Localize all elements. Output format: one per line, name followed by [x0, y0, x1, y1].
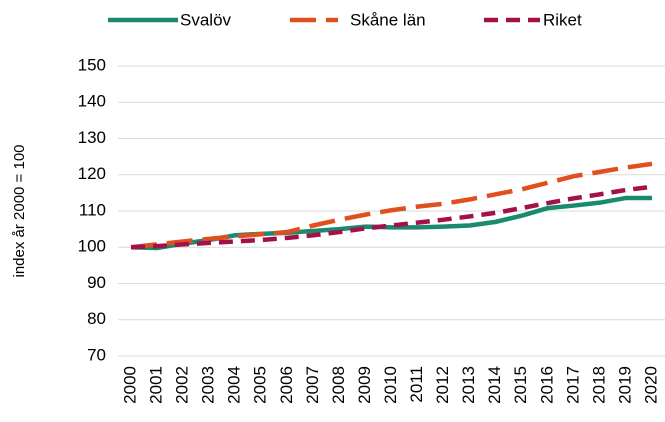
legend-label: Riket	[543, 10, 582, 29]
x-tick-label: 2020	[641, 366, 660, 404]
y-tick-label: 90	[87, 273, 106, 292]
x-tick-label: 2018	[589, 366, 608, 404]
y-tick-label: 100	[78, 237, 106, 256]
x-tick-label: 2013	[459, 366, 478, 404]
x-tick-label: 2012	[433, 366, 452, 404]
y-tick-label: 130	[78, 128, 106, 147]
y-tick-label: 150	[78, 55, 106, 74]
x-tick-label: 2009	[355, 366, 374, 404]
legend-label: Skåne län	[350, 10, 426, 29]
x-tick-label: 2011	[407, 366, 426, 403]
y-tick-label: 120	[78, 164, 106, 183]
legend-label: Svalöv	[180, 10, 232, 29]
x-tick-label: 2001	[147, 366, 166, 404]
x-tick-label: 2016	[537, 366, 556, 404]
series-line	[130, 161, 653, 250]
x-tick-label: 2014	[485, 366, 504, 404]
x-tick-label: 2015	[511, 366, 530, 404]
x-tick-label: 2005	[251, 366, 270, 404]
x-tick-label: 2017	[563, 366, 582, 404]
y-tick-label: 80	[87, 309, 106, 328]
x-tick-label: 2000	[121, 366, 140, 404]
x-tick-label: 2008	[329, 366, 348, 404]
x-tick-label: 2002	[173, 366, 192, 404]
y-tick-label: 110	[79, 200, 106, 219]
x-tick-label: 2007	[303, 366, 322, 404]
x-tick-label: 2003	[199, 366, 218, 404]
x-tick-label: 2010	[381, 366, 400, 404]
y-tick-label: 140	[78, 92, 106, 111]
x-tick-label: 2006	[277, 366, 296, 404]
y-axis-label: index år 2000 = 100	[11, 144, 28, 277]
y-tick-label: 70	[87, 345, 106, 364]
x-tick-label: 2004	[225, 366, 244, 404]
x-tick-label: 2019	[615, 366, 634, 404]
